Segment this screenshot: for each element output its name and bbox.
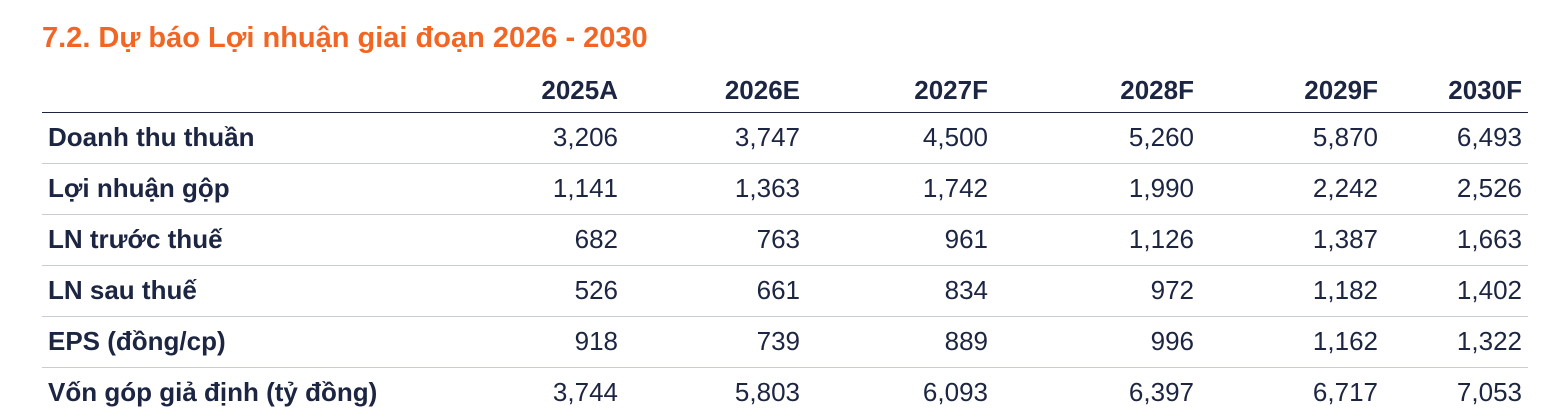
row-label: Vốn góp giả định (tỷ đồng) [42,368,462,418]
table-cell: 834 [806,266,994,317]
table-header-row: 2025A 2026E 2027F 2028F 2029F 2030F [42,68,1528,113]
table-cell: 1,126 [994,215,1200,266]
table-row: Doanh thu thuần 3,206 3,747 4,500 5,260 … [42,113,1528,164]
table-cell: 3,206 [462,113,624,164]
table-cell: 1,990 [994,164,1200,215]
table-cell: 1,141 [462,164,624,215]
table-cell: 889 [806,317,994,368]
section-title: 7.2. Dự báo Lợi nhuận giai đoạn 2026 - 2… [42,18,648,58]
column-header-2027f: 2027F [806,68,994,113]
table-cell: 2,242 [1200,164,1384,215]
table-cell: 682 [462,215,624,266]
table-cell: 6,397 [994,368,1200,418]
table-row: EPS (đồng/cp) 918 739 889 996 1,162 1,32… [42,317,1528,368]
table-cell: 2,526 [1384,164,1528,215]
table-cell: 1,742 [806,164,994,215]
row-label: Lợi nhuận gộp [42,164,462,215]
table-cell: 6,493 [1384,113,1528,164]
table-cell: 6,093 [806,368,994,418]
row-label: LN trước thuế [42,215,462,266]
table-cell: 1,363 [624,164,806,215]
table-cell: 996 [994,317,1200,368]
table-row: Vốn góp giả định (tỷ đồng) 3,744 5,803 6… [42,368,1528,418]
table-cell: 6,717 [1200,368,1384,418]
table-cell: 5,803 [624,368,806,418]
table-cell: 1,182 [1200,266,1384,317]
table-cell: 5,870 [1200,113,1384,164]
table-row: LN trước thuế 682 763 961 1,126 1,387 1,… [42,215,1528,266]
column-header-2028f: 2028F [994,68,1200,113]
table-cell: 763 [624,215,806,266]
header-label-cell [42,68,462,113]
table-cell: 1,322 [1384,317,1528,368]
column-header-2025a: 2025A [462,68,624,113]
table-cell: 972 [994,266,1200,317]
table-cell: 3,744 [462,368,624,418]
table-cell: 7,053 [1384,368,1528,418]
table-cell: 1,663 [1384,215,1528,266]
table-row: LN sau thuế 526 661 834 972 1,182 1,402 [42,266,1528,317]
table-cell: 1,402 [1384,266,1528,317]
column-header-2030f: 2030F [1384,68,1528,113]
row-label: LN sau thuế [42,266,462,317]
table-cell: 739 [624,317,806,368]
table-cell: 661 [624,266,806,317]
table-cell: 1,387 [1200,215,1384,266]
table-cell: 3,747 [624,113,806,164]
column-header-2026e: 2026E [624,68,806,113]
row-label: Doanh thu thuần [42,113,462,164]
table-row: Lợi nhuận gộp 1,141 1,363 1,742 1,990 2,… [42,164,1528,215]
forecast-table: 2025A 2026E 2027F 2028F 2029F 2030F Doan… [42,68,1528,418]
row-label: EPS (đồng/cp) [42,317,462,368]
table-cell: 1,162 [1200,317,1384,368]
table-cell: 918 [462,317,624,368]
table-cell: 5,260 [994,113,1200,164]
table-cell: 961 [806,215,994,266]
table-cell: 526 [462,266,624,317]
column-header-2029f: 2029F [1200,68,1384,113]
table-cell: 4,500 [806,113,994,164]
